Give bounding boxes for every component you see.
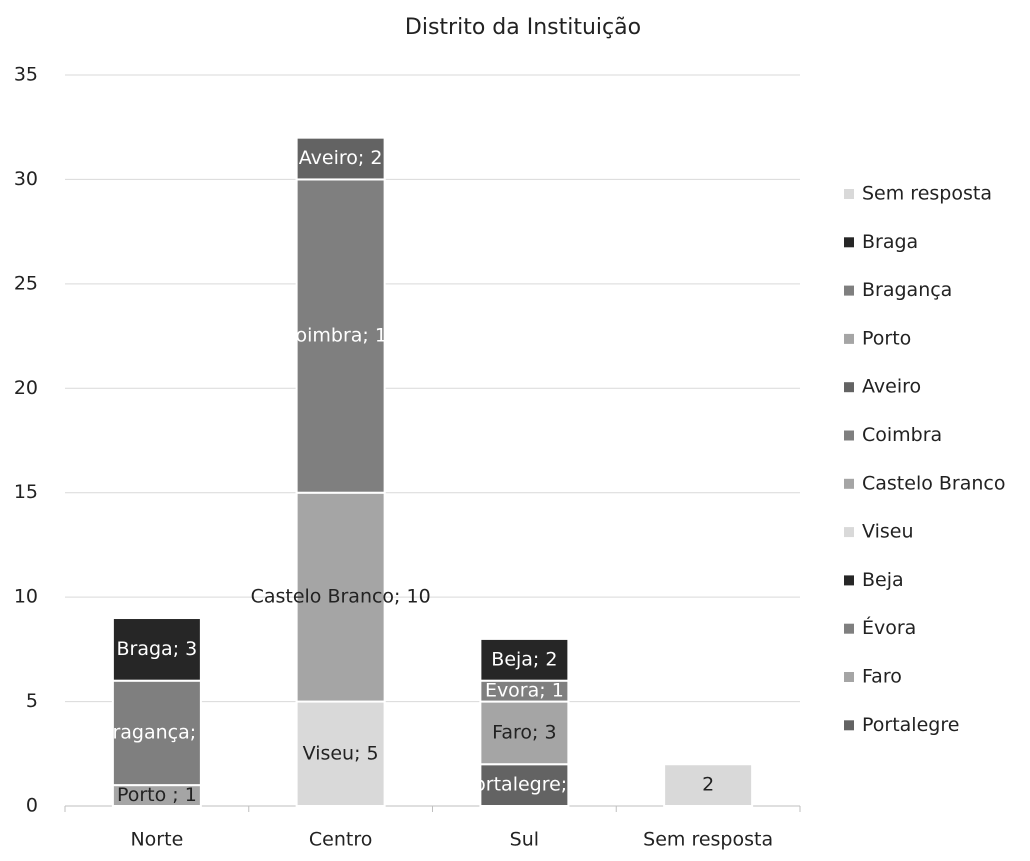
legend-swatch	[844, 478, 854, 489]
x-tick-label: Norte	[130, 829, 183, 851]
data-label: Beja; 2	[491, 648, 557, 670]
data-label: Évora; 1	[485, 679, 564, 702]
y-tick-label: 5	[26, 690, 38, 712]
y-tick-label: 0	[26, 795, 38, 817]
legend-swatch	[844, 527, 854, 538]
data-label: Portalegre; 2	[463, 774, 585, 796]
legend-label: Faro	[862, 666, 902, 688]
y-tick-label: 30	[14, 168, 38, 190]
legend-swatch	[844, 575, 854, 586]
data-label: Braga; 3	[117, 638, 198, 660]
legend-label: Porto	[862, 327, 911, 349]
legend-label: Évora	[862, 616, 916, 639]
bar-segment	[479, 700, 570, 766]
data-label: Coimbra; 15	[282, 325, 399, 347]
data-label: Castelo Branco; 10	[251, 586, 431, 608]
legend-label: Beja	[862, 569, 904, 591]
y-tick-label: 35	[14, 64, 38, 86]
y-tick-label: 10	[14, 586, 38, 608]
legend-swatch	[844, 623, 854, 634]
legend-label: Viseu	[862, 521, 914, 543]
x-tick-label: Sem resposta	[643, 829, 773, 851]
legend-swatch	[844, 720, 854, 731]
legend-label: Bragança	[862, 279, 952, 301]
bar-segment	[295, 491, 386, 703]
legend-label: Coimbra	[862, 424, 942, 446]
bar-segment	[479, 637, 570, 682]
legend-swatch	[844, 189, 854, 199]
bar-segment	[295, 178, 386, 494]
data-label: 2	[702, 774, 714, 796]
data-label: Viseu; 5	[303, 742, 379, 764]
bar-segment	[111, 679, 202, 787]
legend-label: Castelo Branco	[862, 472, 1006, 494]
bar-segment	[295, 136, 386, 181]
legend-swatch	[844, 382, 854, 393]
y-tick-label: 20	[14, 377, 38, 399]
y-tick-label: 15	[14, 481, 38, 503]
data-label: Bragança; 5	[99, 721, 214, 743]
legend-label: Braga	[862, 231, 918, 253]
bar-segment	[111, 617, 202, 682]
data-label: Aveiro; 2	[299, 147, 383, 169]
legend-label: Sem resposta	[862, 183, 992, 205]
bar-segment	[663, 763, 754, 808]
legend-swatch	[844, 430, 854, 441]
legend-swatch	[844, 333, 854, 344]
y-tick-label: 25	[14, 272, 38, 294]
legend-label: Aveiro	[862, 376, 921, 398]
legend-swatch	[844, 285, 854, 296]
x-tick-label: Sul	[510, 829, 539, 851]
legend-label: Portalegre	[862, 714, 959, 736]
bar-segment	[295, 700, 386, 807]
legend-swatch	[844, 672, 854, 682]
legend-swatch	[844, 237, 854, 248]
x-tick-label: Centro	[309, 829, 372, 851]
data-label: Faro; 3	[492, 721, 556, 743]
chart-title: Distrito da Instituição	[405, 15, 641, 40]
data-label: Porto ; 1	[117, 784, 197, 806]
